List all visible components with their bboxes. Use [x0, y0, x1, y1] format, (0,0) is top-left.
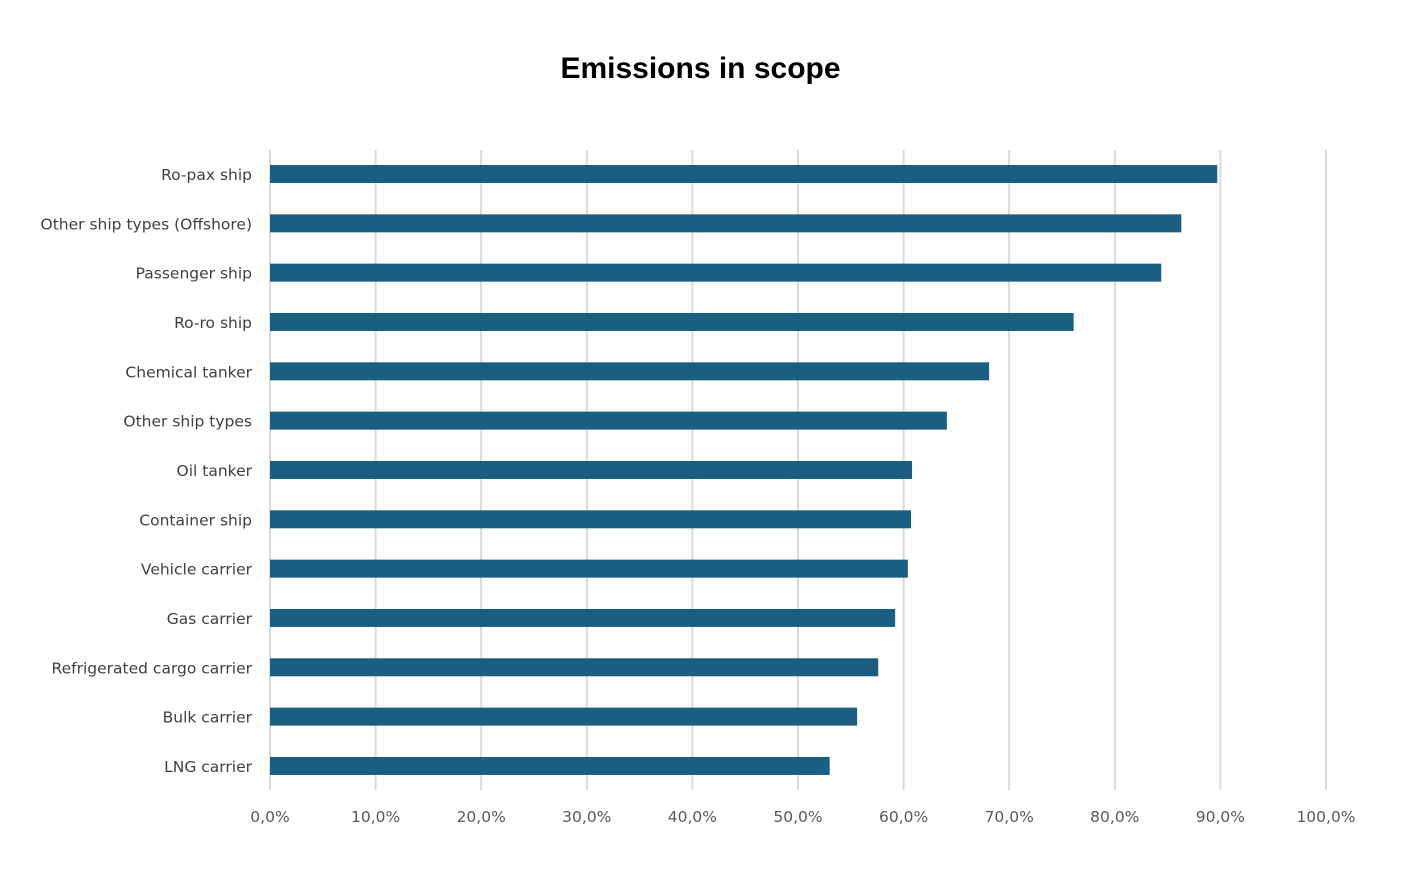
bars: [270, 165, 1218, 775]
bar: [270, 658, 879, 677]
x-tick-label: 70,0%: [985, 808, 1034, 826]
category-label: Refrigerated cargo carrier: [52, 659, 253, 677]
x-tick-label: 0,0%: [250, 808, 289, 826]
bar: [270, 510, 911, 529]
bar: [270, 460, 913, 479]
category-label: Ro-pax ship: [161, 166, 252, 184]
category-label: Oil tanker: [177, 462, 253, 480]
x-tick-label: 40,0%: [668, 808, 717, 826]
x-tick-label: 50,0%: [773, 808, 822, 826]
bar: [270, 707, 858, 726]
bar: [270, 411, 947, 430]
x-tick-label: 10,0%: [351, 808, 400, 826]
bar: [270, 362, 990, 381]
bar: [270, 165, 1218, 183]
category-label: Vehicle carrier: [141, 561, 253, 579]
bar: [270, 214, 1182, 233]
x-tick-label: 20,0%: [457, 808, 506, 826]
category-label: Other ship types: [123, 413, 252, 431]
category-labels: Ro-pax ship Other ship types (Offshore) Pa…: [41, 166, 253, 776]
category-label: Chemical tanker: [125, 363, 252, 381]
x-tick-label: 100,0%: [1296, 808, 1355, 826]
x-tick-labels: 0,0% 10,0% 20,0% 30,0% 40,0% 50,0% 60,0% 70,0% 8…: [250, 808, 1355, 826]
category-label: LNG carrier: [164, 758, 253, 776]
bar: [270, 559, 908, 578]
category-label: Container ship: [139, 511, 252, 529]
x-tick-label: 30,0%: [562, 808, 611, 826]
bar: [270, 263, 1162, 282]
category-label: Other ship types (Offshore): [41, 215, 252, 233]
category-label: Gas carrier: [167, 610, 253, 628]
category-label: Passenger ship: [136, 265, 252, 283]
x-tick-label: 90,0%: [1196, 808, 1245, 826]
bar: [270, 608, 896, 627]
bar: [270, 312, 1074, 331]
x-tick-label: 60,0%: [879, 808, 928, 826]
x-tick-label: 80,0%: [1090, 808, 1139, 826]
category-label: Ro-ro ship: [174, 314, 252, 332]
chart-title: Emissions in scope: [560, 52, 841, 85]
bar: [270, 756, 830, 775]
category-label: Bulk carrier: [163, 709, 253, 727]
